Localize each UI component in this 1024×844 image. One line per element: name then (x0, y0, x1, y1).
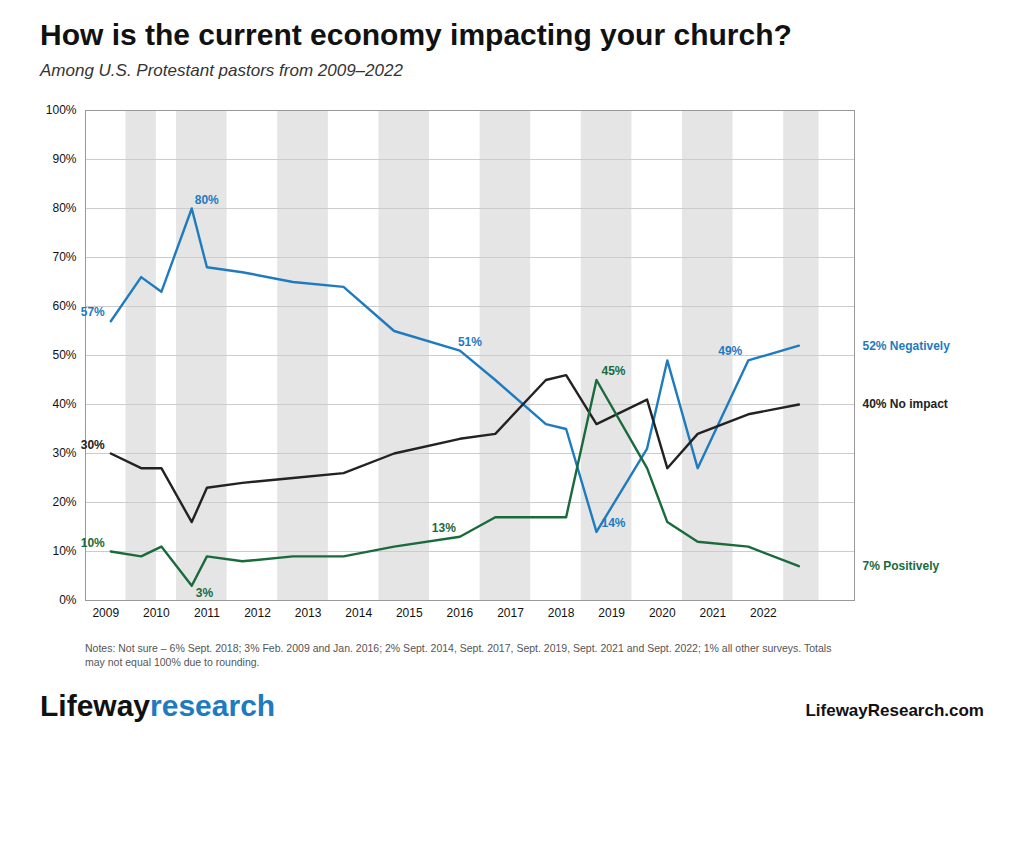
svg-text:20%: 20% (52, 495, 76, 509)
html-text:Notes: Not sure – 6% Sept. 201: Notes: Not sure – 6% Sept. 2018; 3% Feb.… (85, 641, 832, 668)
svg-text:2014: 2014 (345, 606, 372, 620)
svg-text:2013: 2013 (295, 606, 322, 620)
svg-text:30%: 30% (52, 446, 76, 460)
svg-text:57%: 57% (81, 305, 105, 319)
html-text:Among U.S. Protestant pastors: Among U.S. Protestant pastors from 2009–… (40, 60, 403, 80)
svg-text:2021: 2021 (699, 606, 726, 620)
svg-text:2015: 2015 (396, 606, 423, 620)
svg-text:2009: 2009 (92, 606, 119, 620)
svg-text:90%: 90% (52, 152, 76, 166)
svg-text:10%: 10% (81, 535, 105, 549)
svg-text:10%: 10% (52, 544, 76, 558)
html-text:How is the current economy imp: How is the current economy impacting you… (40, 18, 792, 51)
svg-text:50%: 50% (52, 348, 76, 362)
svg-text:52% Negatively: 52% Negatively (863, 338, 951, 352)
html-text:Lifeway research: Lifeway research (40, 688, 276, 722)
svg-text:13%: 13% (432, 520, 456, 534)
svg-text:2019: 2019 (598, 606, 625, 620)
svg-text:2022: 2022 (750, 606, 777, 620)
svg-text:3%: 3% (196, 586, 214, 600)
svg-text:100%: 100% (46, 103, 77, 117)
svg-text:2017: 2017 (497, 606, 524, 620)
svg-text:45%: 45% (601, 364, 625, 378)
svg-text:30%: 30% (81, 437, 105, 451)
svg-text:40% No impact: 40% No impact (863, 397, 948, 411)
html-text:LifewayResearch.com: LifewayResearch.com (805, 700, 984, 720)
svg-text:0%: 0% (59, 593, 77, 607)
svg-text:2010: 2010 (143, 606, 170, 620)
svg-text:40%: 40% (52, 397, 76, 411)
svg-text:80%: 80% (52, 201, 76, 215)
svg-text:2012: 2012 (244, 606, 271, 620)
svg-text:2011: 2011 (194, 606, 220, 620)
svg-text:2020: 2020 (649, 606, 676, 620)
svg-text:14%: 14% (601, 515, 625, 529)
svg-text:7% Positively: 7% Positively (863, 559, 940, 573)
svg-text:70%: 70% (52, 250, 76, 264)
svg-text:49%: 49% (718, 344, 742, 358)
svg-text:51%: 51% (458, 334, 482, 348)
svg-text:2016: 2016 (447, 606, 474, 620)
svg-text:80%: 80% (195, 192, 219, 206)
svg-text:2018: 2018 (548, 606, 575, 620)
svg-text:60%: 60% (52, 299, 76, 313)
